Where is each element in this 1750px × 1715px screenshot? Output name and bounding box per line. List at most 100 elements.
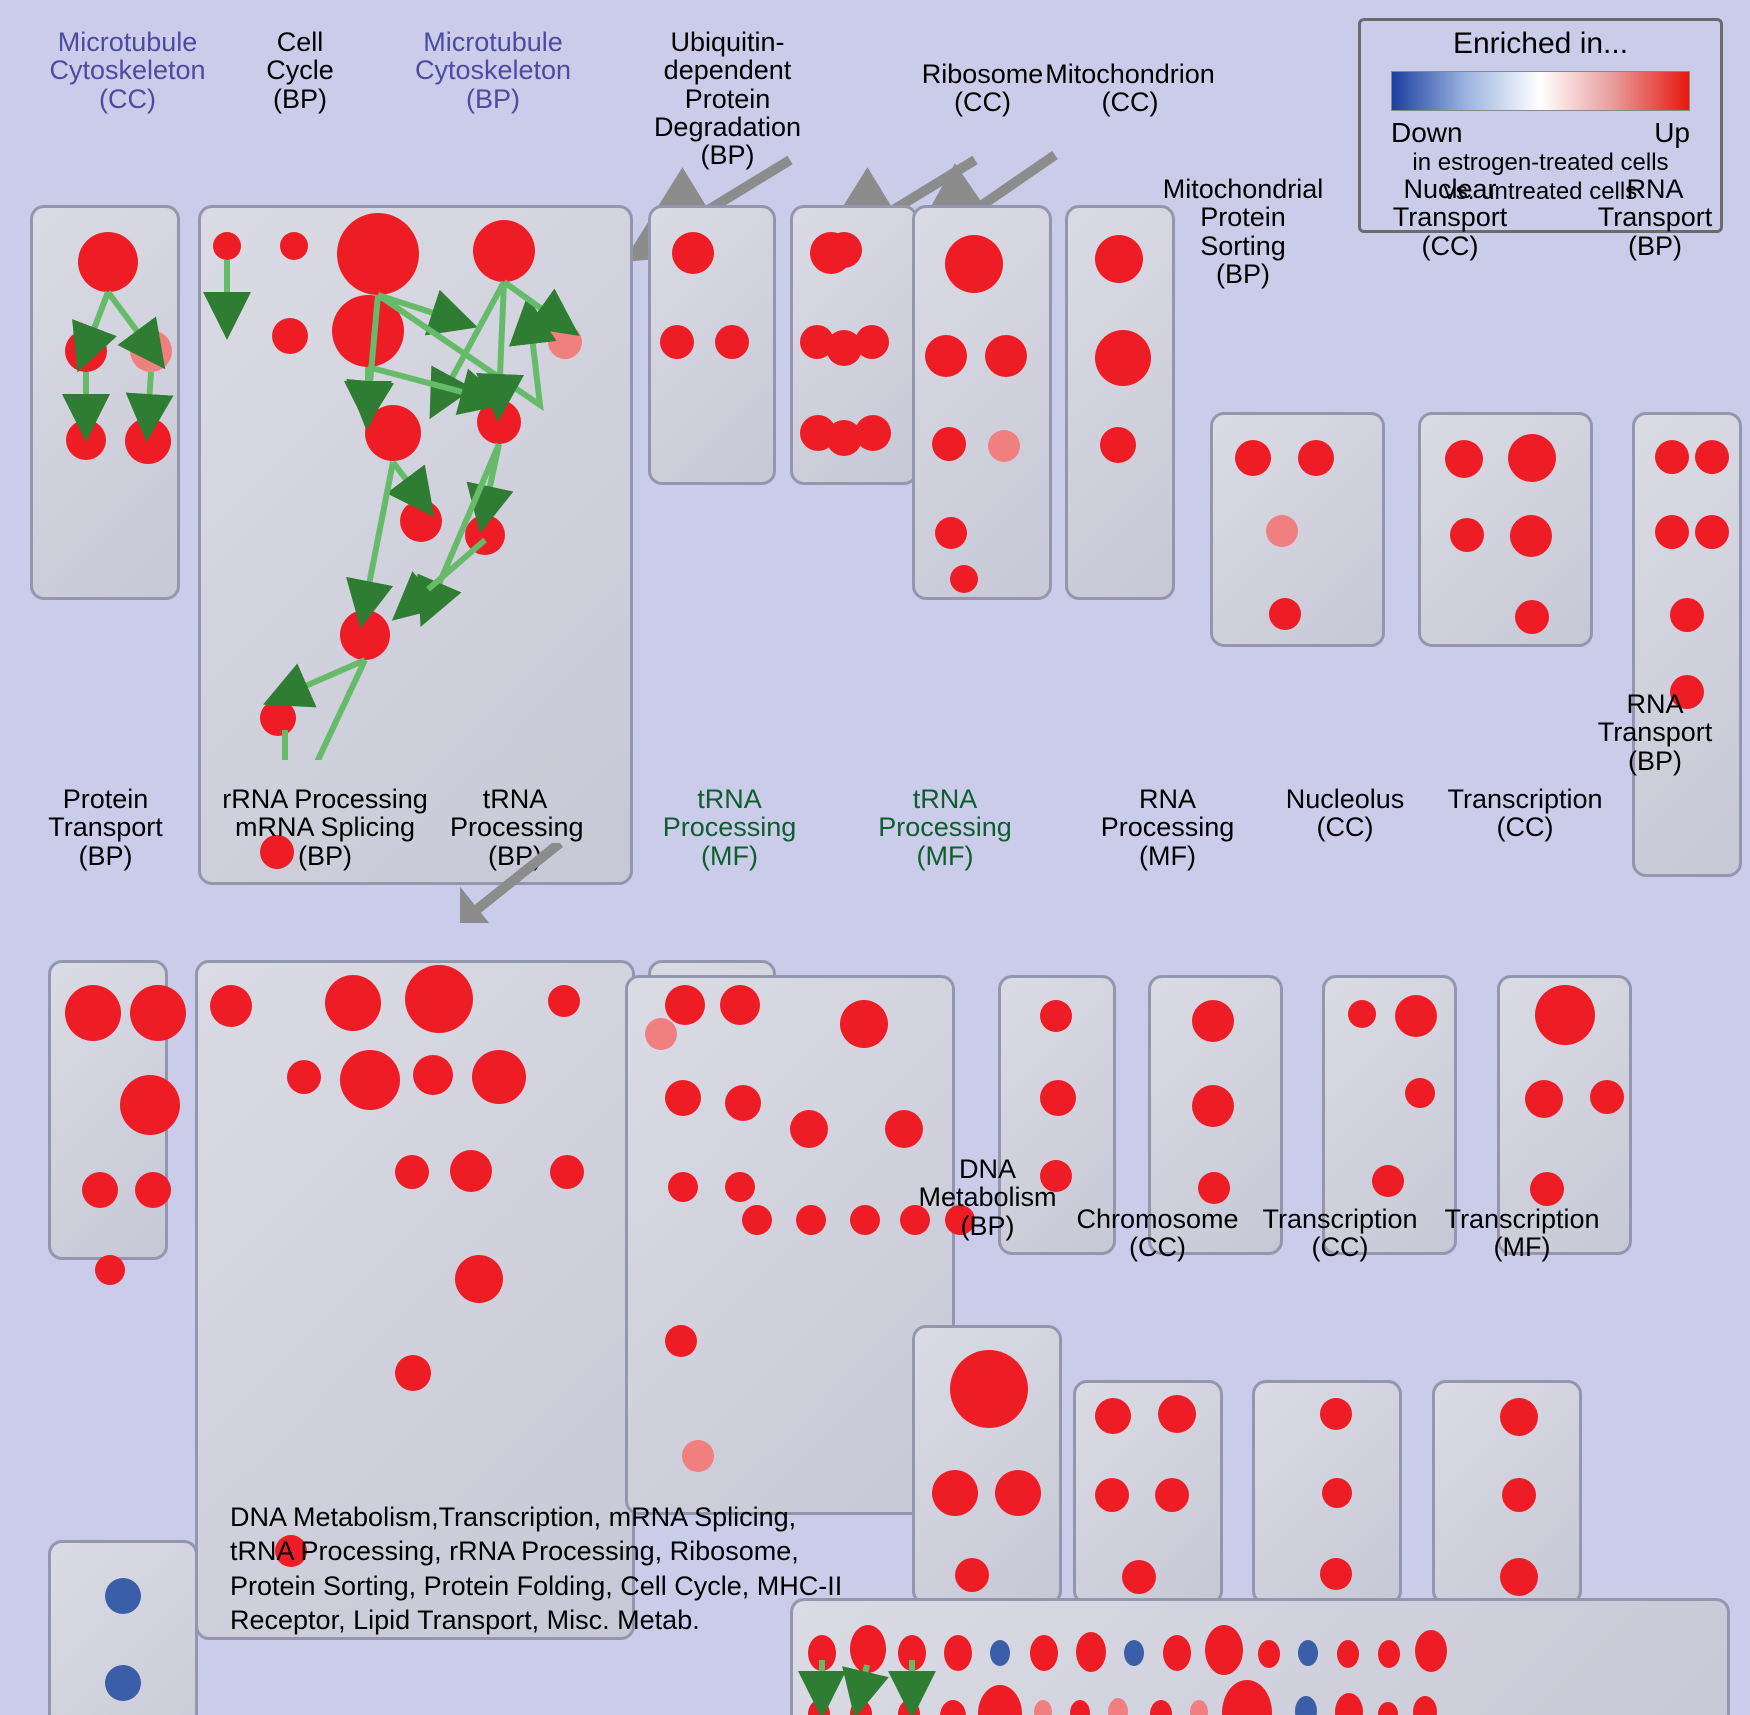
node[interactable] (1655, 440, 1689, 474)
node[interactable] (944, 1635, 972, 1671)
node[interactable] (1192, 1000, 1234, 1042)
node[interactable] (1535, 985, 1595, 1045)
node[interactable] (105, 1578, 141, 1614)
node[interactable] (1076, 1632, 1106, 1672)
node[interactable] (400, 500, 442, 542)
node[interactable] (1163, 1635, 1191, 1671)
node[interactable] (125, 418, 171, 464)
node[interactable] (715, 325, 749, 359)
node[interactable] (826, 232, 862, 268)
node[interactable] (548, 985, 580, 1017)
node[interactable] (850, 1205, 880, 1235)
node[interactable] (1298, 440, 1334, 476)
node[interactable] (935, 517, 967, 549)
node[interactable] (1510, 515, 1552, 557)
node[interactable] (955, 1558, 989, 1592)
node[interactable] (932, 1470, 978, 1516)
node[interactable] (1348, 1000, 1376, 1028)
node[interactable] (455, 1255, 503, 1303)
node[interactable] (1378, 1640, 1400, 1668)
node[interactable] (1266, 515, 1298, 547)
node[interactable] (990, 1640, 1010, 1666)
node[interactable] (742, 1205, 772, 1235)
node[interactable] (1415, 1630, 1447, 1672)
node[interactable] (1040, 1080, 1076, 1116)
node[interactable] (395, 1155, 429, 1189)
node[interactable] (1095, 1398, 1131, 1434)
node[interactable] (1395, 995, 1437, 1037)
node[interactable] (405, 965, 473, 1033)
node[interactable] (985, 335, 1027, 377)
node[interactable] (1205, 1625, 1243, 1675)
node[interactable] (1158, 1395, 1196, 1433)
node[interactable] (1235, 440, 1271, 476)
node[interactable] (1155, 1478, 1189, 1512)
node[interactable] (1502, 1478, 1536, 1512)
node[interactable] (395, 1355, 431, 1391)
node[interactable] (1095, 1478, 1129, 1512)
node[interactable] (665, 1080, 701, 1116)
node[interactable] (1670, 598, 1704, 632)
node[interactable] (337, 213, 419, 295)
node[interactable] (1695, 440, 1729, 474)
node[interactable] (450, 1150, 492, 1192)
node[interactable] (1192, 1085, 1234, 1127)
node[interactable] (660, 325, 694, 359)
node[interactable] (1500, 1398, 1538, 1436)
node[interactable] (130, 985, 186, 1041)
node[interactable] (1500, 1558, 1538, 1596)
node[interactable] (340, 610, 390, 660)
node[interactable] (826, 420, 862, 456)
node[interactable] (668, 1172, 698, 1202)
node[interactable] (725, 1172, 755, 1202)
node[interactable] (1530, 1172, 1564, 1206)
node[interactable] (1590, 1080, 1624, 1114)
node[interactable] (365, 405, 421, 461)
node[interactable] (130, 330, 172, 372)
node[interactable] (65, 330, 107, 372)
node[interactable] (1100, 427, 1136, 463)
node[interactable] (65, 985, 121, 1041)
node[interactable] (1322, 1478, 1352, 1508)
node[interactable] (325, 975, 381, 1031)
node[interactable] (796, 1205, 826, 1235)
node[interactable] (473, 220, 535, 282)
node[interactable] (1095, 235, 1143, 283)
node[interactable] (1040, 1000, 1072, 1032)
node[interactable] (945, 235, 1003, 293)
node[interactable] (1298, 1640, 1318, 1666)
node[interactable] (1030, 1635, 1058, 1671)
node[interactable] (78, 232, 138, 292)
node[interactable] (720, 985, 760, 1025)
node[interactable] (995, 1470, 1041, 1516)
node[interactable] (1508, 434, 1556, 482)
node[interactable] (1450, 518, 1484, 552)
node[interactable] (665, 985, 705, 1025)
node[interactable] (213, 232, 241, 260)
node[interactable] (850, 1625, 886, 1673)
node[interactable] (272, 318, 308, 354)
node[interactable] (548, 325, 582, 359)
node[interactable] (1655, 515, 1689, 549)
node[interactable] (1269, 598, 1301, 630)
node[interactable] (665, 1325, 697, 1357)
node[interactable] (1122, 1560, 1156, 1594)
node[interactable] (932, 427, 966, 461)
node[interactable] (550, 1155, 584, 1189)
node[interactable] (898, 1635, 926, 1671)
node[interactable] (280, 232, 308, 260)
node[interactable] (645, 1018, 677, 1050)
node[interactable] (332, 295, 404, 367)
node[interactable] (988, 430, 1020, 462)
node[interactable] (477, 400, 521, 444)
node[interactable] (413, 1055, 453, 1095)
node[interactable] (885, 1110, 923, 1148)
node[interactable] (210, 985, 252, 1027)
node[interactable] (95, 1255, 125, 1285)
node[interactable] (1525, 1080, 1563, 1118)
node[interactable] (950, 1350, 1028, 1428)
node[interactable] (66, 420, 106, 460)
node[interactable] (1515, 600, 1549, 634)
node[interactable] (287, 1060, 321, 1094)
node[interactable] (340, 1050, 400, 1110)
